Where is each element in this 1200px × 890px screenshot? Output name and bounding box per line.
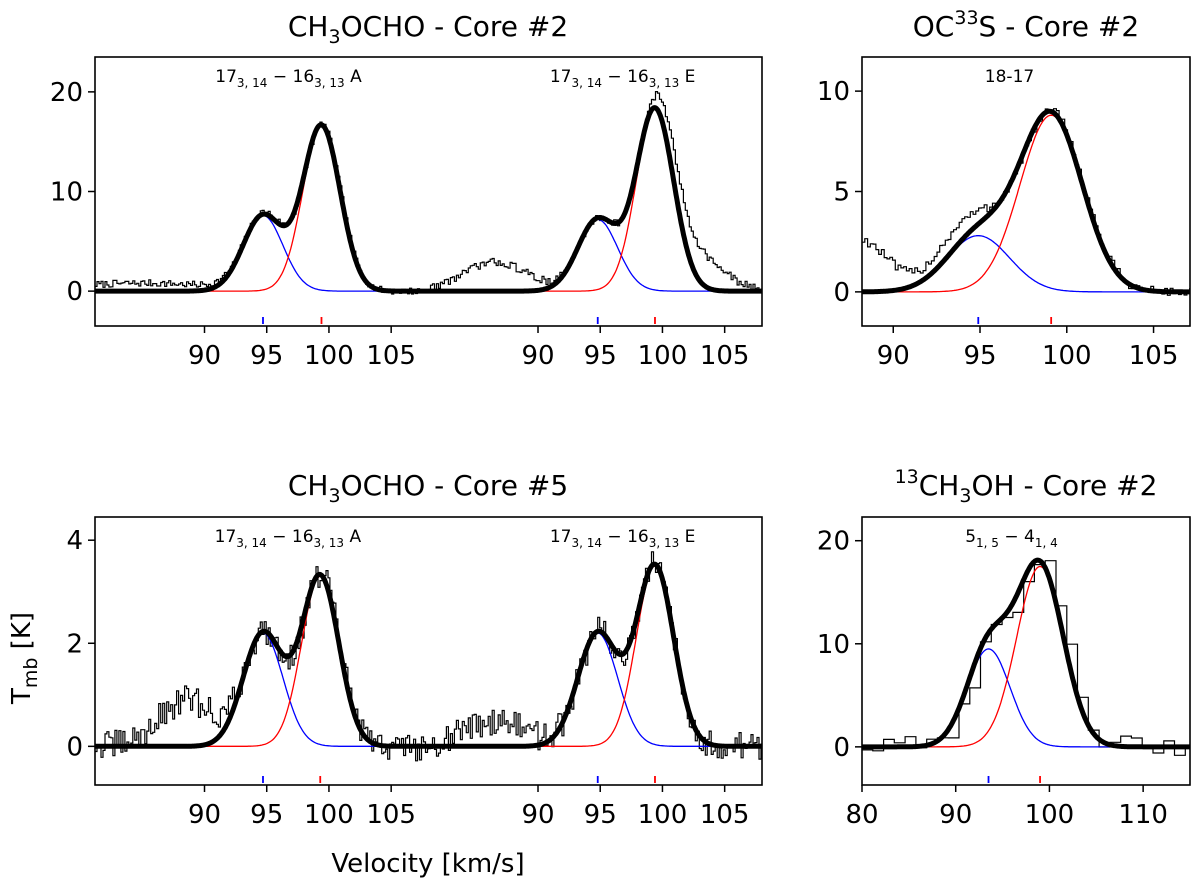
x-tick-label: 95 (250, 341, 283, 371)
total-fit (426, 561, 764, 749)
total-fit (426, 105, 764, 294)
y-tick-label: 5 (833, 178, 850, 208)
x-tick-label: 100 (304, 341, 354, 371)
axes-frame (861, 516, 1191, 786)
x-tick-label: 100 (1042, 341, 1092, 371)
y-tick-label: 0 (833, 733, 850, 763)
y-tick-label: 10 (817, 77, 850, 107)
fit-component-red (95, 125, 429, 292)
y-tick-label: 20 (50, 78, 83, 108)
x-tick-label: 90 (521, 800, 554, 830)
x-tick-label: 105 (700, 341, 750, 371)
y-tick-label: 0 (833, 278, 850, 308)
y-tick-label: 0 (66, 732, 83, 762)
x-tick-label: 95 (963, 341, 996, 371)
observed-spectrum (95, 566, 429, 762)
fit-component-red (862, 565, 1190, 748)
sub-panel: 90 95 100 105 173, 14 − 163, 13 A (93, 67, 431, 371)
x-tick-label: 100 (1025, 800, 1075, 830)
x-tick-label: 100 (638, 800, 688, 830)
x-tick-label: 90 (877, 341, 910, 371)
sub-panel: 90 95 100 105 173, 14 − 163, 13 E (426, 67, 764, 371)
x-tick-label: 105 (1129, 341, 1179, 371)
chart-panel-13ch3oh-core2: 0 10 20 80 90 100 110 51, 5 − 41, 4 (817, 516, 1192, 830)
total-fit (93, 571, 431, 749)
y-tick-label: 0 (66, 277, 83, 307)
fit-component-blue (95, 214, 429, 292)
y-tick-label: 10 (50, 178, 83, 208)
x-tick-label: 105 (366, 800, 416, 830)
observed-spectrum (428, 551, 762, 760)
chart-panel-oc33s-core2: 0 5 10 90 95 100 105 18-17 (817, 56, 1192, 371)
transition-label: 173, 14 − 163, 13 A (215, 67, 362, 90)
panel-title-ch3ocho-core5: CH3OCHO - Core #5 (288, 469, 568, 507)
chart-panel-ch3ocho-core5: 0 2 4 90 95 100 105 173, 14 − 163, 13 A 90 95 100 1… (66, 516, 764, 830)
fit-component-blue (862, 235, 1190, 293)
y-tick-label: 2 (66, 629, 83, 659)
axes-frame (861, 56, 1191, 327)
x-tick-label: 105 (700, 800, 750, 830)
axes-frame (94, 516, 763, 786)
transition-label: 173, 14 − 163, 13 E (550, 67, 696, 90)
y-tick-label: 10 (817, 630, 850, 660)
fit-component-blue (862, 648, 1190, 748)
observed-spectrum (95, 121, 429, 295)
x-tick-label: 110 (1118, 800, 1168, 830)
y-axis-label: Tmb [K] (7, 612, 42, 705)
x-tick-label: 90 (188, 341, 221, 371)
transition-label: 51, 5 − 41, 4 (965, 527, 1058, 550)
total-fit (93, 122, 431, 294)
y-tick-label: 20 (817, 527, 850, 557)
x-tick-label: 80 (845, 800, 878, 830)
panel-title-oc33s-core2: OC33S - Core #2 (913, 7, 1139, 43)
observed-spectrum (862, 108, 1191, 296)
x-tick-label: 95 (584, 341, 617, 371)
total-fit (860, 557, 1192, 750)
x-tick-label: 90 (939, 800, 972, 830)
fit-component-blue (428, 218, 762, 292)
transition-label: 18-17 (985, 67, 1034, 87)
transition-label: 173, 14 − 163, 13 E (550, 527, 696, 550)
fit-component-red (95, 575, 429, 747)
x-tick-label: 100 (638, 341, 688, 371)
sub-panel: 80 90 100 110 51, 5 − 41, 4 (845, 527, 1192, 830)
panel-title-ch3ocho-core2: CH3OCHO - Core #2 (288, 10, 568, 48)
sub-panel: 90 95 100 105 173, 14 − 163, 13 A (93, 527, 431, 830)
observed-spectrum (428, 91, 762, 294)
sub-panel: 90 95 100 105 18-17 (860, 67, 1192, 371)
axes-frame (94, 56, 763, 327)
x-tick-label: 90 (188, 800, 221, 830)
x-axis-label: Velocity [km/s] (331, 849, 524, 879)
fit-component-red (428, 108, 762, 292)
y-tick-label: 4 (66, 526, 83, 556)
x-tick-label: 100 (304, 800, 354, 830)
x-tick-label: 95 (584, 800, 617, 830)
x-tick-label: 95 (250, 800, 283, 830)
panel-title-13ch3oh-core2: 13CH3OH - Core #2 (895, 466, 1158, 507)
x-tick-label: 90 (521, 341, 554, 371)
total-fit (860, 108, 1192, 295)
chart-panel-ch3ocho-core2: 0 10 20 90 95 100 105 173, 14 − 163, 13 A 90 95 10… (50, 56, 764, 371)
x-tick-label: 105 (366, 341, 416, 371)
sub-panel: 90 95 100 105 173, 14 − 163, 13 E (426, 527, 764, 830)
transition-label: 173, 14 − 163, 13 A (215, 527, 362, 550)
